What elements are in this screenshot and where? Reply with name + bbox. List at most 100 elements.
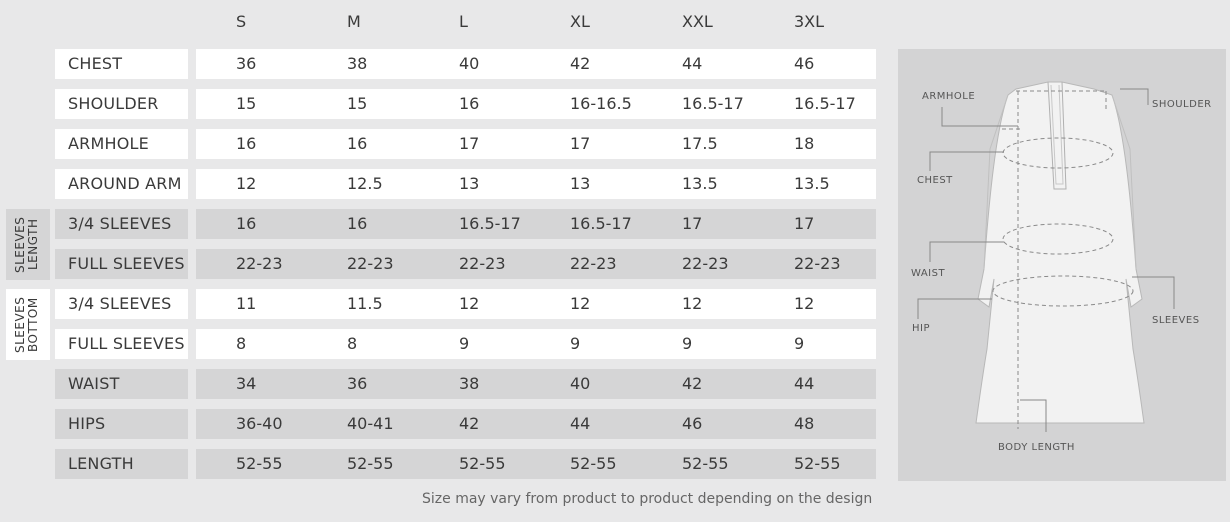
footnote: Size may vary from product to product de…: [422, 491, 873, 507]
measurement-values: 36-40 40-41 42 44 46 48: [196, 409, 876, 439]
table-cell: 16: [236, 214, 257, 233]
table-cell: 22-23: [570, 254, 617, 273]
table-cell: 36-40: [236, 414, 283, 433]
measurement-values: 11 11.5 12 12 12 12: [196, 289, 876, 319]
table-cell: 52-55: [794, 454, 841, 473]
table-cell: 16: [347, 134, 368, 153]
table-cell: 52-55: [236, 454, 283, 473]
measurement-label: HIPS: [55, 409, 188, 439]
table-cell: 18: [794, 134, 815, 153]
table-cell: 22-23: [794, 254, 841, 273]
size-header: M: [347, 12, 361, 31]
table-cell: 16.5-17: [570, 214, 632, 233]
hip-guide: [992, 275, 1134, 307]
measurement-values: 22-23 22-23 22-23 22-23 22-23 22-23: [196, 249, 876, 279]
table-cell: 16.5-17: [459, 214, 521, 233]
table-cell: 16: [236, 134, 257, 153]
measurement-values: 36 38 40 42 44 46: [196, 49, 876, 79]
neckline: [1047, 81, 1067, 190]
measurement-values: 16 16 16.5-17 16.5-17 17 17: [196, 209, 876, 239]
measurement-label: AROUND ARM: [55, 169, 188, 199]
measurement-label: FULL SLEEVES: [55, 249, 188, 279]
table-cell: 44: [794, 374, 815, 393]
table-cell: 12: [794, 294, 815, 313]
table-cell: 16.5-17: [682, 94, 744, 113]
table-cell: 8: [347, 334, 358, 353]
table-cell: 16: [347, 214, 368, 233]
measurement-label: 3/4 SLEEVES: [55, 289, 188, 319]
label-shoulder: SHOULDER: [1152, 99, 1212, 110]
measurement-values: 15 15 16 16-16.5 16.5-17 16.5-17: [196, 89, 876, 119]
table-cell: 44: [570, 414, 591, 433]
table-cell: 22-23: [682, 254, 729, 273]
table-cell: 22-23: [236, 254, 283, 273]
table-cell: 52-55: [570, 454, 617, 473]
table-cell: 16-16.5: [570, 94, 632, 113]
group-label-sleeves-length: SLEEVES LENGTH: [6, 209, 50, 280]
size-header: S: [236, 12, 247, 31]
waist-guide: [1002, 223, 1114, 255]
table-cell: 48: [794, 414, 815, 433]
table-cell: 22-23: [459, 254, 506, 273]
table-cell: 13.5: [682, 174, 718, 193]
table-cell: 34: [236, 374, 257, 393]
table-cell: 13.5: [794, 174, 830, 193]
measurement-label: ARMHOLE: [55, 129, 188, 159]
table-row: CHEST 36 38 40 42 44 46: [55, 49, 876, 79]
table-row: 3/4 SLEEVES 11 11.5 12 12 12 12: [55, 289, 876, 319]
size-header: 3XL: [794, 12, 825, 31]
label-waist: WAIST: [911, 268, 945, 279]
table-cell: 17: [682, 214, 703, 233]
label-hip: HIP: [912, 323, 930, 334]
table-cell: 11.5: [347, 294, 383, 313]
table-cell: 13: [459, 174, 480, 193]
size-header: XL: [570, 12, 590, 31]
kurta-body-shape: [975, 81, 1145, 424]
table-cell: 36: [347, 374, 368, 393]
label-sleeves: SLEEVES: [1152, 315, 1200, 326]
table-cell: 17: [794, 214, 815, 233]
table-row: WAIST 34 36 38 40 42 44: [55, 369, 876, 399]
table-cell: 16: [459, 94, 480, 113]
table-cell: 8: [236, 334, 247, 353]
measurement-label: FULL SLEEVES: [55, 329, 188, 359]
label-armhole: ARMHOLE: [922, 91, 975, 102]
measurement-values: 34 36 38 40 42 44: [196, 369, 876, 399]
table-cell: 17: [570, 134, 591, 153]
table-cell: 44: [682, 54, 703, 73]
table-row: FULL SLEEVES 22-23 22-23 22-23 22-23 22-23 22-…: [55, 249, 876, 279]
kurta-illustration: ARMHOLE SHOULDER CHEST WAIST HIP SLEEVES…: [911, 81, 1212, 453]
chest-guide: [1002, 137, 1114, 169]
table-cell: 11: [236, 294, 257, 313]
table-cell: 40: [570, 374, 591, 393]
table-cell: 12: [459, 294, 480, 313]
table-cell: 38: [459, 374, 480, 393]
table-cell: 52-55: [682, 454, 729, 473]
measurement-label: CHEST: [55, 49, 188, 79]
table-cell: 17.5: [682, 134, 718, 153]
table-cell: 40-41: [347, 414, 394, 433]
table-cell: 13: [570, 174, 591, 193]
table-cell: 15: [347, 94, 368, 113]
measurement-values: 12 12.5 13 13 13.5 13.5: [196, 169, 876, 199]
table-row: SHOULDER 15 15 16 16-16.5 16.5-17 16.5-17: [55, 89, 876, 119]
table-row: HIPS 36-40 40-41 42 44 46 48: [55, 409, 876, 439]
table-cell: 15: [236, 94, 257, 113]
table-cell: 22-23: [347, 254, 394, 273]
table-row: LENGTH 52-55 52-55 52-55 52-55 52-55 52-55: [55, 449, 876, 479]
label-body-length: BODY LENGTH: [998, 442, 1075, 453]
table-cell: 40: [459, 54, 480, 73]
table-cell: 46: [682, 414, 703, 433]
table-row: FULL SLEEVES 8 8 9 9 9 9: [55, 329, 876, 359]
table-cell: 12: [236, 174, 257, 193]
table-cell: 17: [459, 134, 480, 153]
measurement-diagram: ARMHOLE SHOULDER CHEST WAIST HIP SLEEVES…: [898, 49, 1226, 481]
table-cell: 46: [794, 54, 815, 73]
table-cell: 38: [347, 54, 368, 73]
table-cell: 52-55: [459, 454, 506, 473]
table-cell: 9: [570, 334, 581, 353]
measurement-label: SHOULDER: [55, 89, 188, 119]
table-cell: 52-55: [347, 454, 394, 473]
table-cell: 42: [570, 54, 591, 73]
measurement-values: 16 16 17 17 17.5 18: [196, 129, 876, 159]
